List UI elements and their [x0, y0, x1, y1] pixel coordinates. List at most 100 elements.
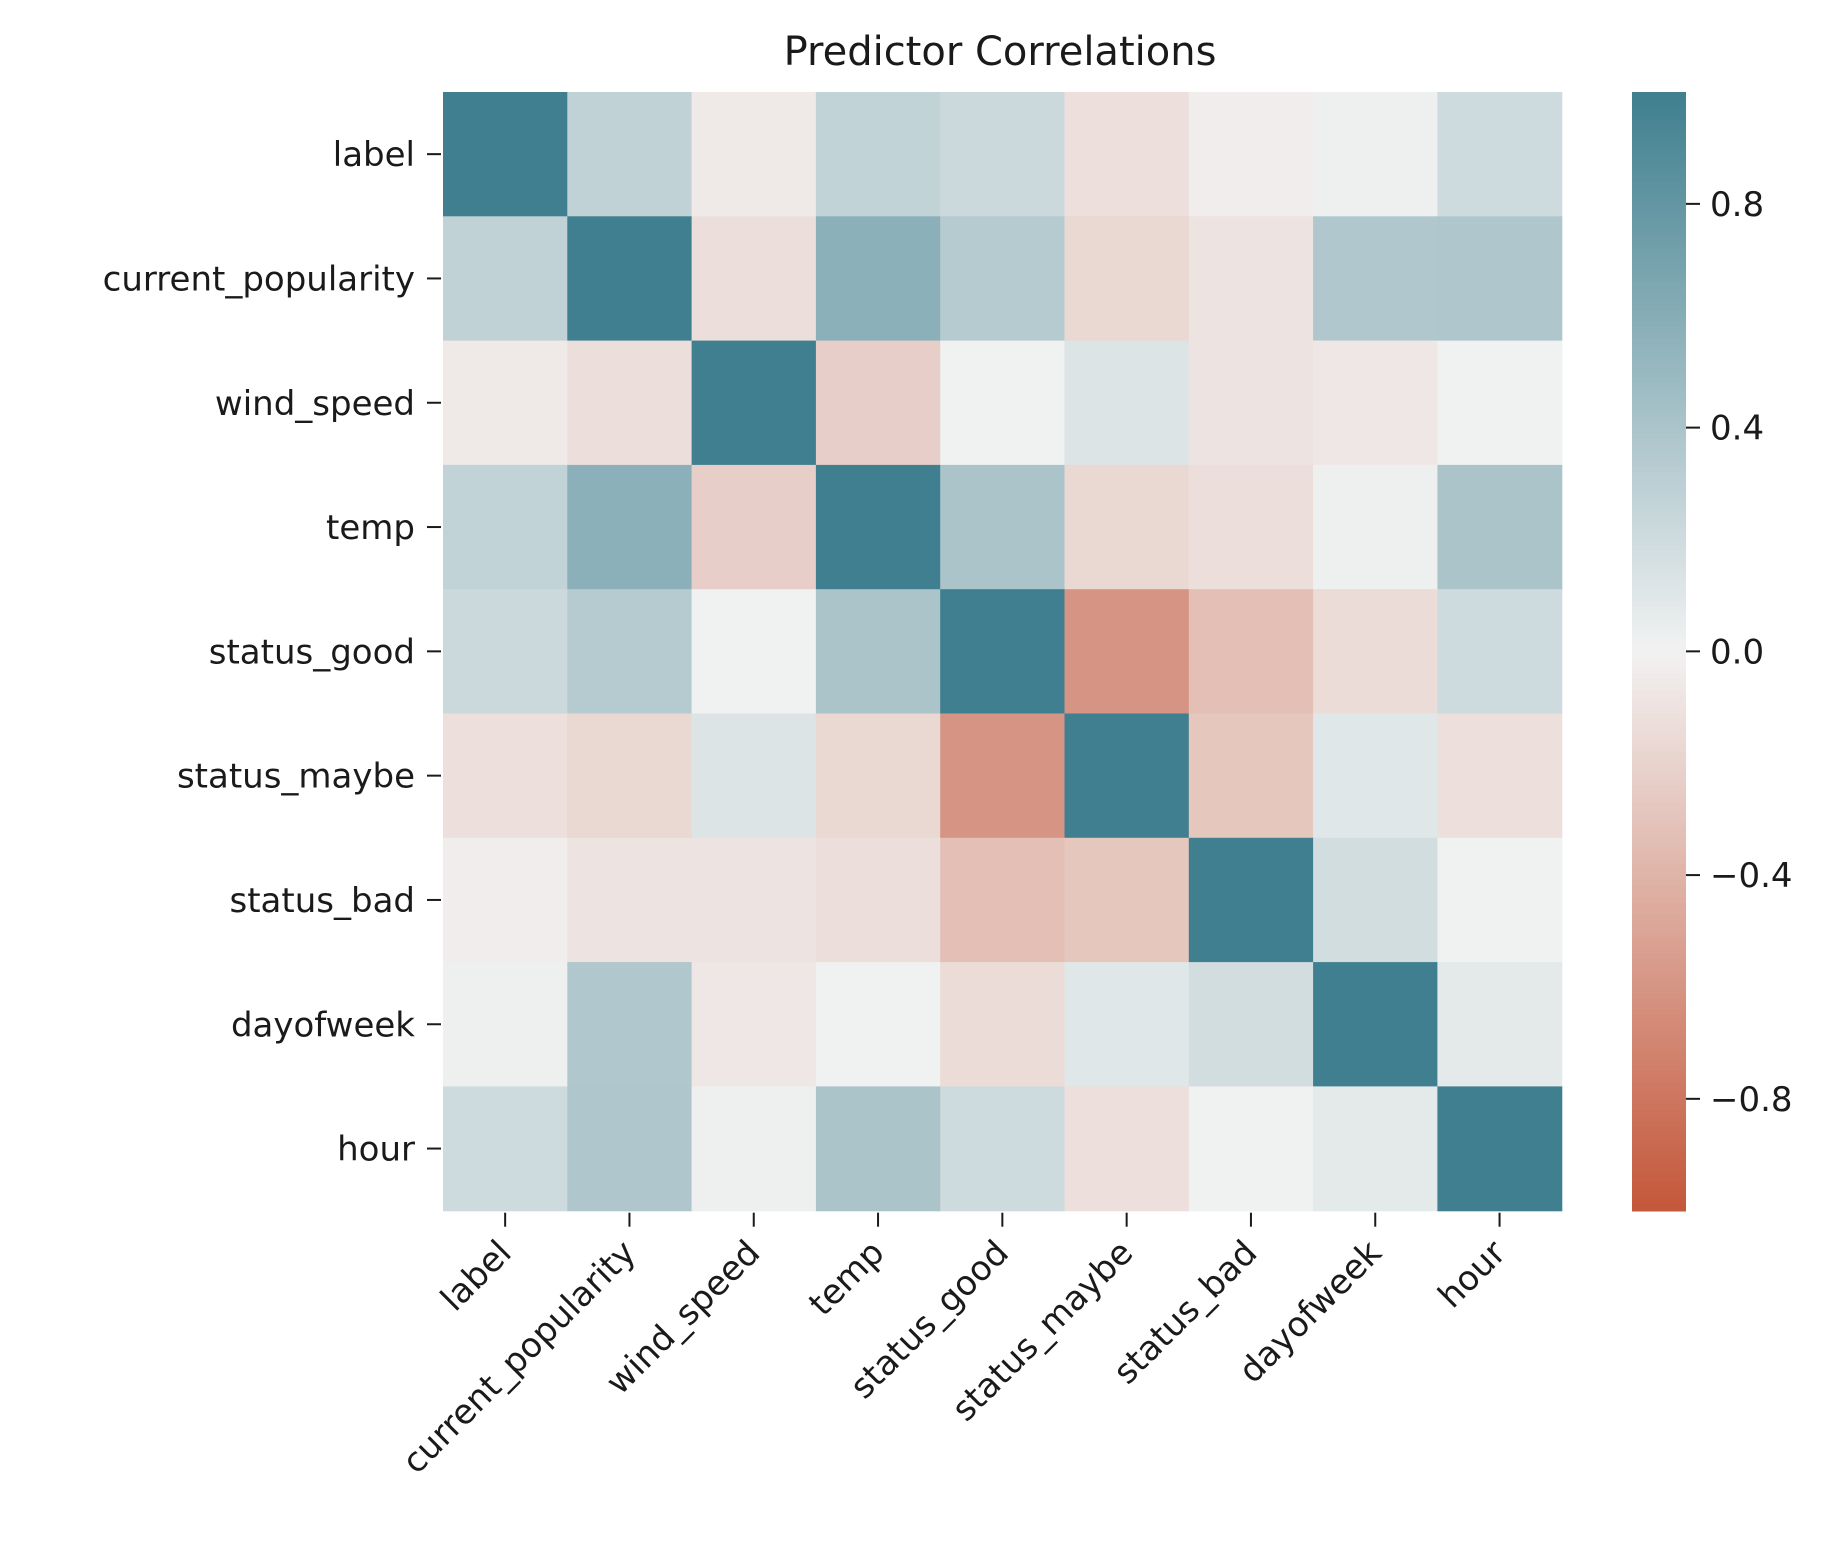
colorbar-segment	[1632, 1121, 1686, 1128]
colorbar-segment	[1632, 1014, 1686, 1022]
heatmap-cell	[1313, 92, 1438, 217]
heatmap-cell	[1437, 464, 1563, 590]
heatmap-cell	[1313, 216, 1438, 342]
colorbar-segment	[1632, 103, 1686, 110]
colorbar-segment	[1632, 617, 1686, 625]
colorbar-segment	[1632, 198, 1686, 205]
colorbar-tick-label: 0.0	[1710, 632, 1764, 672]
heatmap-cell	[691, 92, 817, 217]
colorbar-segment	[1632, 556, 1686, 563]
heatmap-cell	[443, 92, 568, 217]
colorbar-segment	[1632, 209, 1686, 216]
colorbar-segment	[1632, 405, 1686, 412]
colorbar-segment	[1632, 601, 1686, 608]
colorbar-segment	[1632, 1070, 1686, 1078]
chart-title: Predictor Correlations	[784, 29, 1217, 75]
colorbar-segment	[1632, 931, 1686, 938]
heatmap-cell	[815, 340, 941, 466]
heatmap-cell	[691, 216, 817, 342]
colorbar-segment	[1632, 298, 1686, 306]
colorbar-segment	[1632, 522, 1686, 530]
heatmap-cell	[815, 216, 941, 342]
colorbar-tick-label: 0.8	[1710, 185, 1764, 225]
heatmap-cell	[940, 340, 1066, 466]
heatmap-cell	[1313, 589, 1438, 715]
colorbar-segment	[1632, 595, 1686, 602]
colorbar-segment	[1632, 164, 1686, 172]
heatmap-cell	[1313, 1086, 1438, 1212]
colorbar-segment	[1632, 1020, 1686, 1027]
colorbar-segment	[1632, 847, 1686, 854]
colorbar-segment	[1632, 796, 1686, 804]
colorbar-segment	[1632, 992, 1686, 999]
colorbar-segment	[1632, 746, 1686, 753]
heatmap-cell	[443, 340, 568, 466]
colorbar-segment	[1632, 958, 1686, 966]
heatmap-cell	[815, 962, 941, 1087]
colorbar-segment	[1632, 623, 1686, 630]
colorbar-segment	[1632, 119, 1686, 127]
colorbar-segment	[1632, 1065, 1686, 1072]
colorbar-segment	[1632, 315, 1686, 323]
colorbar-segment	[1632, 248, 1686, 256]
colorbar-segment	[1632, 774, 1686, 781]
colorbar-segment	[1632, 220, 1686, 228]
colorbar-segment	[1632, 668, 1686, 675]
colorbar-segment	[1632, 589, 1686, 597]
colorbar-segment	[1632, 1048, 1686, 1055]
colorbar-segment	[1632, 142, 1686, 149]
y-tick-label: status_bad	[230, 881, 415, 921]
colorbar-segment	[1632, 785, 1686, 792]
heatmap-cell	[940, 464, 1066, 590]
heatmap-cell	[1064, 92, 1190, 217]
colorbar-segment	[1632, 986, 1686, 994]
colorbar-segment	[1632, 243, 1686, 250]
heatmap-cells	[443, 92, 1563, 1212]
colorbar-segment	[1632, 360, 1686, 367]
colorbar-segment	[1632, 382, 1686, 390]
colorbar-segment	[1632, 740, 1686, 748]
heatmap-cell	[443, 713, 568, 839]
colorbar-segment	[1632, 427, 1686, 435]
heatmap-cell	[443, 589, 568, 715]
colorbar-segment	[1632, 131, 1686, 138]
heatmap-cell	[940, 837, 1066, 963]
colorbar-segment	[1632, 936, 1686, 944]
colorbar-segment	[1632, 483, 1686, 490]
heatmap-cell	[815, 589, 941, 715]
colorbar-segment	[1632, 679, 1686, 686]
colorbar-segment	[1632, 394, 1686, 401]
colorbar-segment	[1632, 310, 1686, 317]
colorbar-segment	[1632, 175, 1686, 183]
colorbar-segment	[1632, 780, 1686, 787]
y-tick-label: status_maybe	[177, 757, 415, 797]
heatmap-cell	[1437, 340, 1563, 466]
colorbar-tick-label: −0.4	[1710, 856, 1793, 896]
y-tick-label: label	[333, 135, 415, 175]
colorbar-segment	[1632, 807, 1686, 815]
heatmap-cell	[567, 1086, 693, 1212]
x-tick-label: temp	[801, 1233, 892, 1324]
colorbar-segment	[1632, 947, 1686, 955]
colorbar-segment	[1632, 192, 1686, 200]
heatmap-cell	[691, 1086, 817, 1212]
heatmap-cell	[443, 216, 568, 342]
heatmap-cell	[1313, 464, 1438, 590]
colorbar-segment	[1632, 511, 1686, 518]
colorbar-segment	[1632, 824, 1686, 832]
colorbar-segment	[1632, 998, 1686, 1005]
heatmap-cell	[691, 837, 817, 963]
colorbar-segment	[1632, 159, 1686, 166]
colorbar-segment	[1632, 455, 1686, 462]
y-tick-label: status_good	[209, 632, 415, 672]
colorbar-segment	[1632, 1126, 1686, 1134]
heatmap-cell	[815, 713, 941, 839]
colorbar-segment	[1632, 690, 1686, 697]
colorbar-segment	[1632, 114, 1686, 121]
heatmap-cell	[1437, 1086, 1563, 1212]
colorbar-segment	[1632, 147, 1686, 155]
colorbar-segment	[1632, 125, 1686, 132]
colorbar-segment	[1632, 136, 1686, 144]
